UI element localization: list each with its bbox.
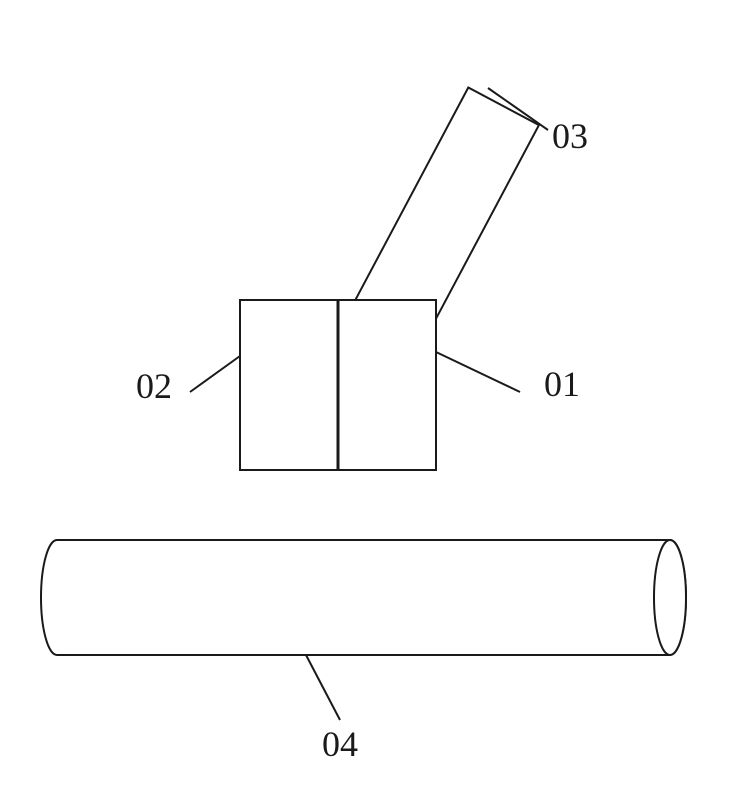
label-l02: 02 <box>136 366 172 406</box>
label-l01: 01 <box>544 364 580 404</box>
cylinder-04 <box>41 540 686 655</box>
leader-l01 <box>436 352 520 392</box>
label-l04: 04 <box>322 724 358 764</box>
label-l03: 03 <box>552 116 588 156</box>
leader-l04 <box>306 655 340 720</box>
leader-l02 <box>190 356 240 392</box>
